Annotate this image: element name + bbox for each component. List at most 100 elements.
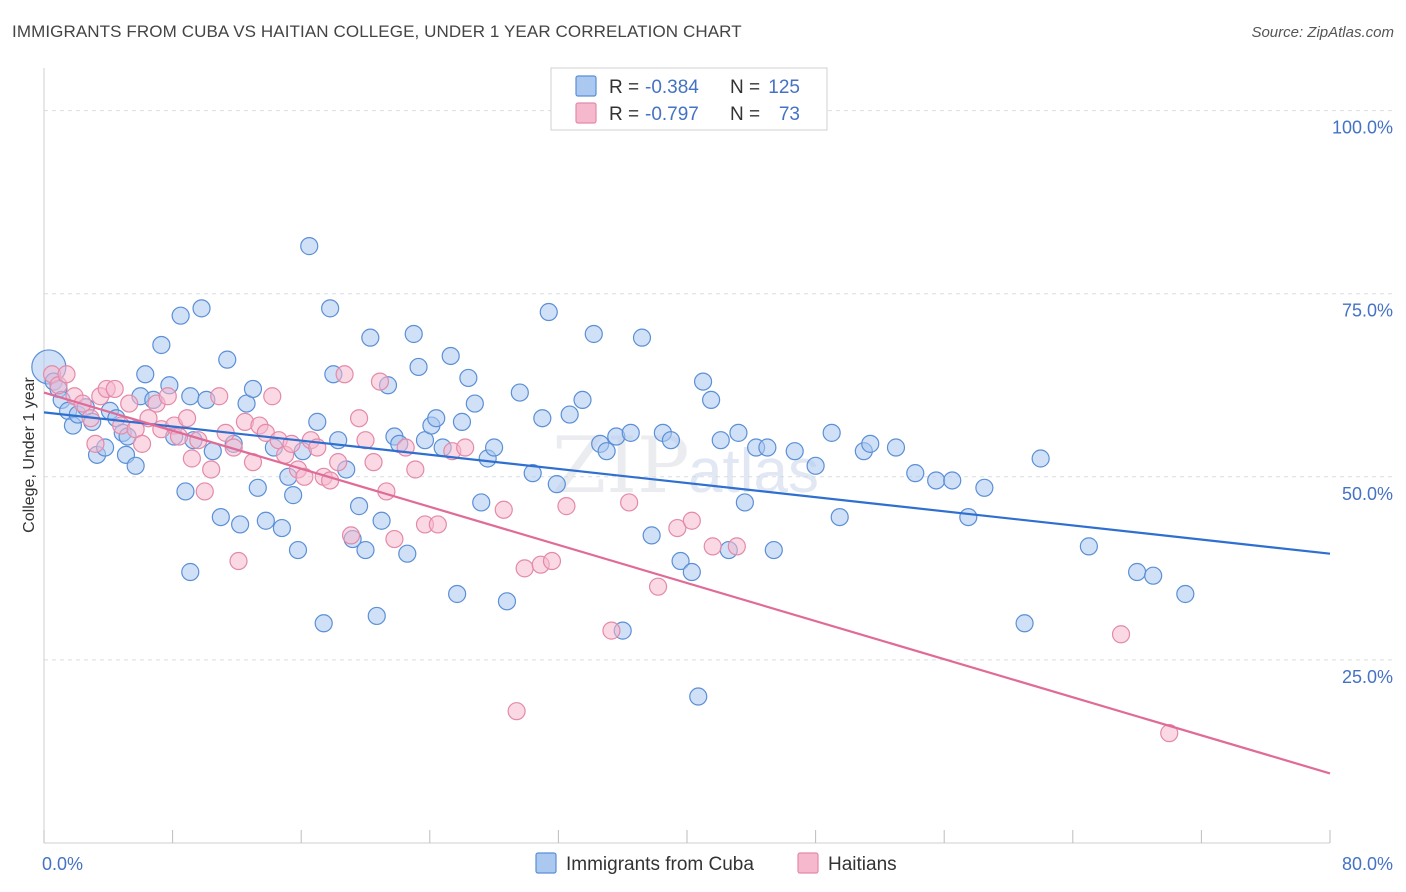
legend-bottom-label-haiti: Haitians: [828, 854, 897, 875]
haiti-point: [224, 438, 243, 457]
haiti-point: [158, 387, 177, 406]
legend-top-swatch-cuba: [575, 75, 597, 97]
cuba-point: [1144, 566, 1163, 585]
cuba-point: [621, 423, 640, 442]
cuba-point: [785, 442, 804, 461]
cuba-point: [693, 372, 713, 391]
x-tick-label: 0.0%: [42, 854, 83, 874]
haiti-point: [210, 387, 229, 406]
haiti-point: [349, 409, 369, 428]
haiti-point: [295, 467, 314, 486]
cuba-point: [288, 540, 308, 560]
cuba-point: [642, 526, 661, 545]
haiti-point: [494, 500, 513, 519]
trend-line-cuba: [43, 411, 1331, 555]
haiti-point: [105, 379, 124, 399]
cuba-point: [861, 434, 880, 453]
cuba-point: [510, 383, 529, 402]
cuba-point: [152, 335, 171, 355]
haiti-point: [727, 537, 746, 556]
cuba-point: [398, 544, 417, 563]
cuba-point: [671, 551, 690, 571]
legend-bottom-swatch-haiti: [797, 852, 819, 874]
chart-title: IMMIGRANTS FROM CUBA VS HAITIAN COLLEGE,…: [12, 22, 742, 41]
cuba-point: [560, 405, 579, 424]
cuba-point: [192, 299, 211, 318]
haiti-point: [682, 511, 701, 530]
cuba-point: [452, 412, 472, 431]
y-tick-label: 50.0%: [1342, 484, 1393, 504]
legend-top-n-label-haiti: N =: [730, 104, 760, 125]
haiti-point: [202, 460, 221, 479]
cuba-point: [256, 511, 275, 530]
y-tick-label: 100.0%: [1332, 118, 1393, 138]
cuba-point: [943, 471, 962, 490]
haiti-point: [620, 493, 639, 512]
trend-layer: [43, 391, 1331, 775]
cuba-point: [806, 456, 825, 475]
cuba-point: [689, 687, 708, 706]
cuba-point: [171, 306, 190, 325]
cuba-point: [427, 409, 446, 428]
cuba-point: [284, 486, 303, 505]
haiti-point: [364, 453, 383, 472]
haiti-point: [542, 551, 562, 571]
cuba-point: [321, 299, 340, 318]
cuba-point: [356, 540, 375, 560]
cuba-point: [218, 350, 237, 369]
cuba-point: [409, 357, 428, 377]
cuba-point: [1015, 614, 1034, 633]
legend-bottom-swatch-cuba: [535, 852, 557, 874]
cuba-point: [711, 431, 730, 450]
axis-layer: 100.0% 75.0% 50.0% 25.0% 0.0% 80.0%: [42, 68, 1393, 874]
cuba-point: [300, 237, 319, 256]
cuba-point: [682, 562, 701, 582]
cuba-point: [975, 478, 994, 497]
cuba-point: [308, 412, 327, 431]
cuba-point: [272, 518, 292, 538]
cuba-point: [764, 540, 783, 560]
haiti-point: [86, 434, 105, 453]
haiti-point: [120, 394, 139, 413]
cuba-point: [886, 438, 906, 457]
cuba-point: [959, 507, 978, 527]
haiti-point: [229, 551, 248, 571]
x-tick-label: 80.0%: [1342, 854, 1393, 874]
haiti-point: [406, 460, 425, 479]
cuba-point: [497, 592, 517, 611]
haiti-point: [703, 537, 722, 556]
haiti-point: [507, 702, 526, 721]
legend-top-n-label-cuba: N =: [730, 77, 760, 98]
cuba-point: [181, 387, 200, 406]
haiti-point: [195, 482, 214, 501]
cuba-point: [231, 515, 250, 534]
cuba-point: [465, 394, 484, 413]
legend-bottom: Immigrants from Cuba Haitians: [535, 852, 897, 875]
points-layer: [31, 237, 1195, 743]
haiti-point: [515, 559, 534, 578]
chart-source: Source: ZipAtlas.com: [1251, 24, 1394, 41]
cuba-point: [126, 456, 145, 475]
trend-line-haiti: [43, 391, 1331, 775]
cuba-point: [1176, 584, 1195, 604]
cuba-point: [523, 464, 542, 483]
cuba-point: [758, 438, 777, 457]
legend-top-r-value-haiti: -0.797: [645, 104, 699, 125]
cuba-point: [441, 346, 460, 366]
watermark: ZIP atlas: [552, 421, 819, 511]
haiti-point: [1111, 625, 1131, 644]
cuba-point: [822, 423, 841, 442]
legend-top-r-label-cuba: R =: [609, 77, 639, 98]
cuba-point: [448, 584, 467, 604]
haiti-point: [335, 365, 354, 384]
cuba-point: [573, 390, 592, 410]
cuba-point: [661, 431, 681, 450]
cuba-point: [472, 493, 491, 512]
haiti-point: [370, 372, 390, 391]
cuba-point: [349, 497, 369, 516]
haiti-point: [329, 453, 348, 472]
haiti-point: [456, 438, 475, 457]
haiti-point: [602, 621, 621, 640]
haiti-point: [57, 365, 76, 384]
cuba-point: [1031, 449, 1050, 468]
